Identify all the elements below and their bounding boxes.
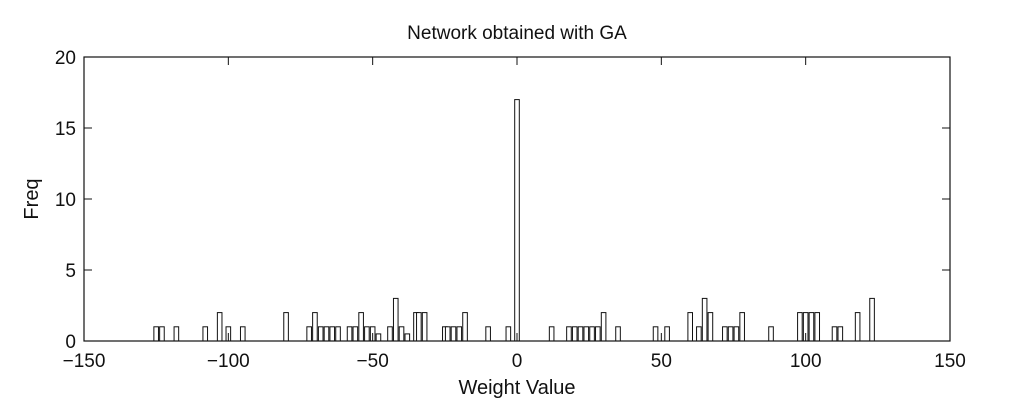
histogram-bar: [664, 326, 670, 342]
histogram-bar: [462, 312, 468, 342]
histogram-bar: [837, 326, 844, 342]
histogram-bar: [571, 326, 578, 342]
histogram-bar: [600, 312, 607, 342]
histogram-bar: [352, 326, 359, 342]
histogram-bar: [456, 326, 463, 342]
histogram-bar: [416, 312, 422, 342]
x-axis-label: Weight Value: [458, 377, 575, 399]
histogram-bar: [727, 326, 734, 342]
histogram-bar: [615, 326, 621, 342]
y-tick-label: 20: [55, 48, 76, 69]
histogram-bar: [514, 99, 520, 342]
histogram-bar: [421, 312, 428, 342]
ticks-group: [83, 56, 951, 342]
histogram-bar: [589, 326, 595, 342]
histogram-bar: [358, 312, 364, 342]
histogram-bar: [306, 326, 312, 342]
histogram-bar: [577, 326, 584, 342]
x-tick-label: 50: [651, 351, 672, 372]
y-axis-label: Freq: [21, 178, 43, 219]
histogram-bar: [239, 326, 246, 342]
histogram-bar: [831, 326, 838, 342]
chart-title: Network obtained with GA: [407, 23, 627, 44]
histogram-bar: [173, 326, 180, 342]
x-tick-label: −150: [63, 351, 106, 372]
histogram-bar: [485, 326, 491, 342]
histogram-bar: [444, 326, 451, 342]
histogram-bar: [808, 312, 815, 342]
histogram-bar: [687, 312, 694, 342]
histogram-bar: [797, 312, 803, 342]
histogram-bar: [317, 326, 324, 342]
histogram-bar: [202, 326, 209, 342]
histogram-bar: [583, 326, 590, 342]
y-tick-label: 0: [65, 332, 76, 353]
histogram-bar: [652, 326, 659, 342]
y-tick-label: 10: [55, 190, 76, 211]
histogram-bar: [739, 312, 745, 342]
histogram-bar: [814, 312, 821, 342]
histogram-bar: [696, 326, 702, 342]
histogram-bar: [707, 312, 714, 342]
histogram-bar: [216, 312, 223, 342]
histogram-bar: [595, 326, 601, 342]
histogram-bar: [768, 326, 774, 342]
histogram-bar: [387, 326, 393, 342]
y-tick-label: 5: [65, 261, 76, 282]
histogram-bar: [335, 326, 341, 342]
histogram-bar: [375, 333, 382, 342]
y-tick-label: 15: [55, 119, 76, 140]
histogram-bar: [404, 333, 411, 342]
histogram-bar: [398, 326, 405, 342]
histogram-bar: [323, 326, 330, 342]
x-tick-label: −100: [207, 351, 250, 372]
histogram-bar: [854, 312, 861, 342]
histogram-bar: [548, 326, 555, 342]
histogram-bar: [450, 326, 457, 342]
histogram-bar: [364, 326, 370, 342]
tick-labels-group: −150 −100 −50 0 50 100 150 0 5 10 15 20: [55, 48, 966, 372]
histogram-bar: [869, 297, 875, 342]
histogram-bar: [566, 326, 572, 342]
histogram-bar: [392, 297, 399, 342]
histogram-bar: [329, 326, 336, 342]
histogram-bar: [733, 326, 740, 342]
histogram-bar: [505, 326, 512, 342]
x-tick-label: 0: [512, 351, 523, 372]
x-tick-label: 150: [934, 351, 966, 372]
histogram-bar: [722, 326, 728, 342]
histogram-bar: [283, 312, 289, 342]
histogram-bar: [312, 312, 318, 342]
x-tick-label: 100: [790, 351, 822, 372]
histogram-bar: [701, 297, 708, 342]
x-tick-label: −50: [357, 351, 389, 372]
histogram-bar: [159, 326, 165, 342]
histogram-bar: [153, 326, 159, 342]
histogram-bar: [346, 326, 353, 342]
